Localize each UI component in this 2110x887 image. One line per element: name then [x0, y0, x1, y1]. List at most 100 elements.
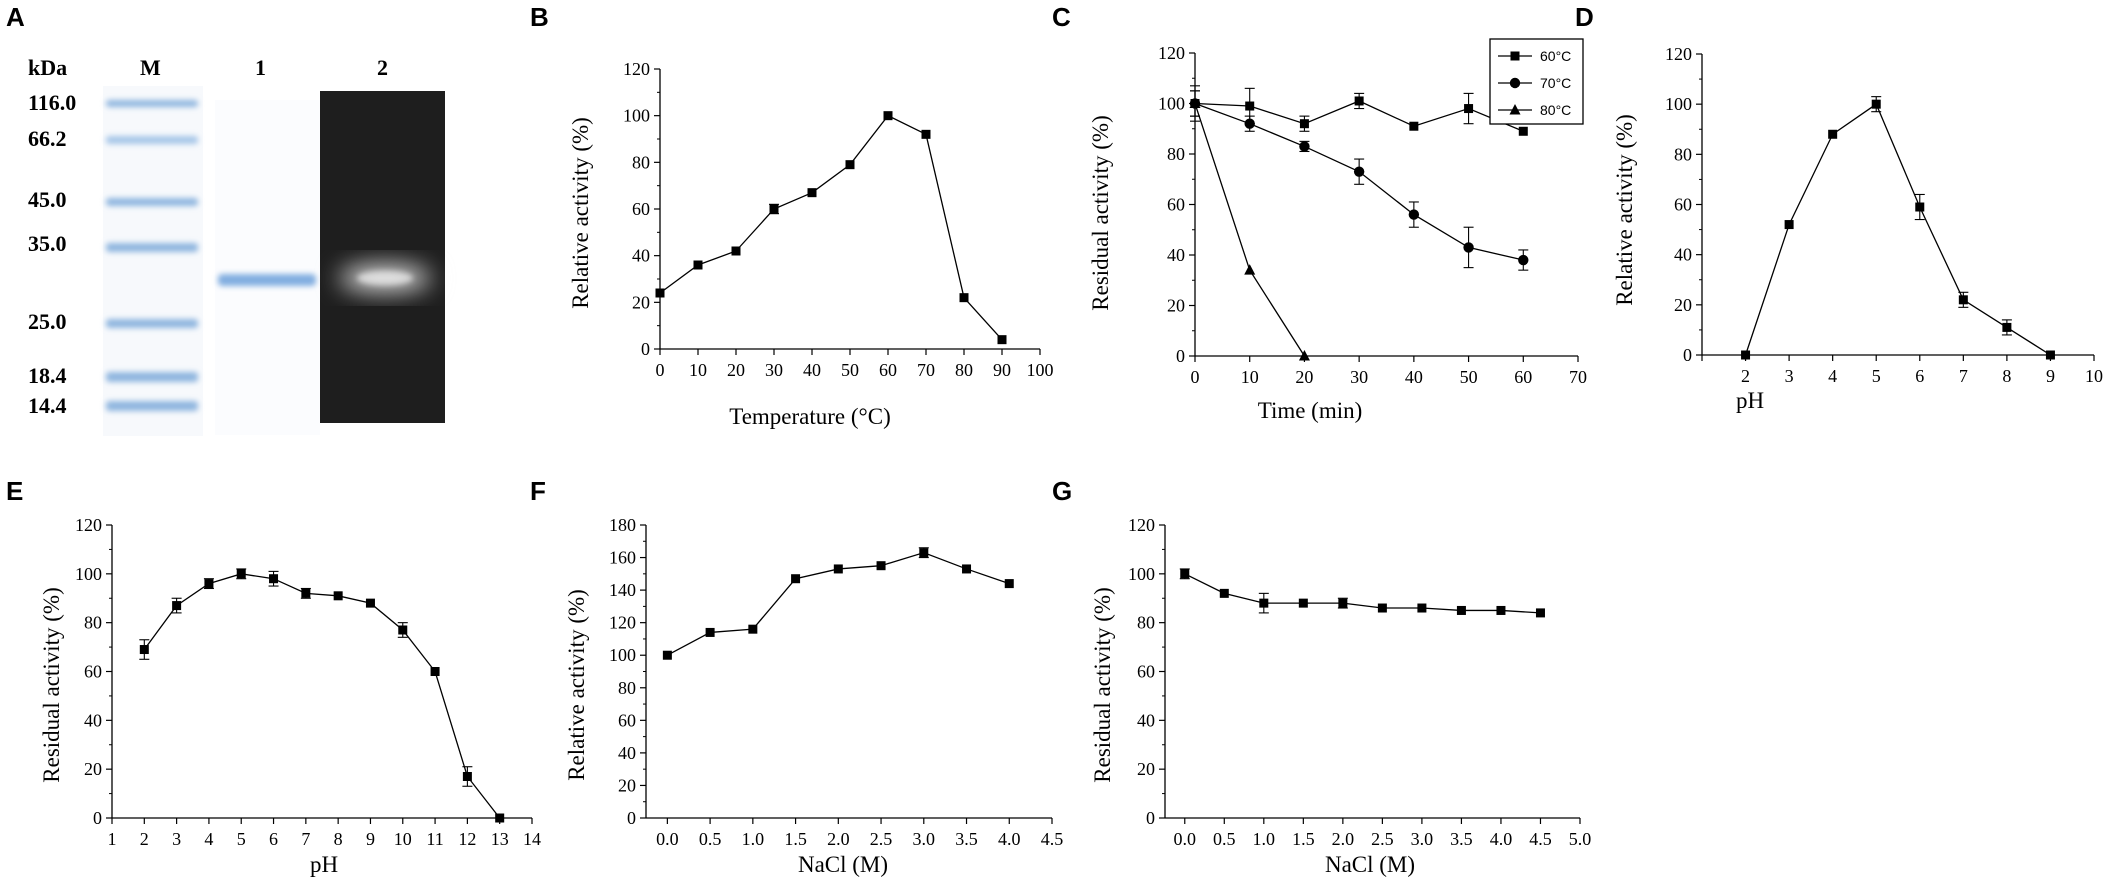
- x-tick-label: 7: [1959, 366, 1968, 386]
- gel-lane-label-m: M: [140, 55, 161, 80]
- x-tick-label: 5.0: [1569, 829, 1592, 849]
- y-tick-label: 180: [609, 515, 636, 535]
- x-tick-label: 30: [1350, 367, 1368, 387]
- x-tick-label: 1: [108, 829, 117, 849]
- chart-panel-b: Temperature (°C) Relative activity (%) 0…: [568, 59, 1054, 429]
- data-point: [959, 293, 969, 303]
- x-axis-label: Time (min): [1258, 398, 1363, 423]
- legend-label: 70°C: [1540, 75, 1571, 91]
- x-tick-label: 0.0: [656, 829, 679, 849]
- marker-band: [106, 401, 198, 411]
- panel-label-d: D: [1575, 2, 1594, 32]
- data-point: [791, 574, 801, 584]
- protein-band: [218, 274, 316, 286]
- marker-size-label: 35.0: [28, 231, 67, 256]
- data-point: [462, 771, 472, 781]
- data-point: [1244, 118, 1255, 129]
- y-tick-label: 80: [1674, 144, 1692, 164]
- data-point: [833, 564, 843, 574]
- y-axis-label: Relative activity (%): [568, 117, 593, 309]
- x-tick-label: 6: [269, 829, 278, 849]
- chart-panel-d: pH Relative activity (%) 0 20 40 60 80 100 120…: [1612, 44, 2103, 413]
- y-tick-label: 40: [84, 710, 102, 730]
- data-point: [236, 569, 246, 579]
- x-tick-label: 70: [1569, 367, 1587, 387]
- marker-size-label: 18.4: [28, 363, 67, 388]
- y-tick-label: 20: [1137, 759, 1155, 779]
- y-axis-label: Relative activity (%): [564, 589, 589, 781]
- y-tick-label: 40: [618, 743, 636, 763]
- marker-band: [106, 136, 198, 144]
- data-point: [1518, 254, 1529, 266]
- data-point: [1915, 202, 1925, 212]
- y-tick-label: 0: [1683, 345, 1692, 365]
- data-point: [495, 813, 505, 823]
- legend-marker: [1510, 51, 1520, 61]
- x-tick-label: 0: [1191, 367, 1200, 387]
- panel-label-a: A: [6, 2, 25, 32]
- y-tick-label: 80: [84, 613, 102, 633]
- data-point: [1496, 605, 1506, 615]
- y-tick-label: 60: [84, 662, 102, 682]
- x-tick-label: 12: [458, 829, 476, 849]
- x-tick-label: 20: [1295, 367, 1313, 387]
- x-tick-label: 4: [1828, 366, 1837, 386]
- x-tick-label: 2: [1741, 366, 1750, 386]
- data-point: [1958, 295, 1968, 305]
- x-tick-label: 14: [523, 829, 541, 849]
- x-tick-label: 3: [172, 829, 181, 849]
- y-tick-label: 60: [1137, 662, 1155, 682]
- y-tick-label: 40: [1674, 245, 1692, 265]
- data-point: [1464, 104, 1474, 114]
- marker-band: [106, 100, 198, 107]
- series-line: [1184, 573, 1541, 614]
- data-point: [301, 588, 311, 598]
- x-tick-label: 5: [1872, 366, 1881, 386]
- x-tick-label: 2.5: [1371, 829, 1394, 849]
- x-tick-label: 40: [803, 360, 821, 380]
- x-tick-label: 3.5: [1450, 829, 1473, 849]
- y-tick-label: 80: [1137, 613, 1155, 633]
- x-axis-label: NaCl (M): [1325, 852, 1415, 877]
- x-tick-label: 1.5: [1292, 829, 1315, 849]
- marker-size-label: 14.4: [28, 393, 67, 418]
- marker-size-label: 116.0: [28, 90, 76, 115]
- chart-panel-c: Time (min) Residual activity (%) 0 20 40 60…: [1088, 43, 1587, 423]
- x-tick-label: 4.0: [1490, 829, 1513, 849]
- data-point: [1338, 598, 1348, 608]
- data-point: [398, 625, 408, 635]
- marker-size-label: 25.0: [28, 309, 67, 334]
- x-tick-label: 2.0: [827, 829, 850, 849]
- y-tick-label: 80: [632, 152, 650, 172]
- data-point: [2002, 322, 2012, 332]
- x-tick-label: 10: [2085, 366, 2103, 386]
- data-point: [1353, 166, 1365, 177]
- y-tick-label: 0: [641, 339, 650, 359]
- data-point: [1004, 579, 1014, 589]
- y-tick-label: 80: [618, 678, 636, 698]
- chart-panel-f: NaCl (M) Relative activity (%) 0 20 40 60 80…: [564, 515, 1063, 877]
- x-tick-label: 13: [491, 829, 509, 849]
- data-point: [2045, 350, 2055, 360]
- x-tick-label: 70: [917, 360, 935, 380]
- data-point: [748, 624, 758, 634]
- data-point: [705, 627, 715, 637]
- data-point: [1535, 608, 1545, 618]
- y-tick-label: 60: [1167, 195, 1185, 215]
- y-tick-label: 120: [75, 515, 102, 535]
- data-point: [845, 160, 855, 170]
- x-tick-label: 2.5: [870, 829, 893, 849]
- x-tick-label: 0: [656, 360, 665, 380]
- y-tick-label: 140: [609, 580, 636, 600]
- data-point: [1180, 569, 1190, 579]
- series-line: [143, 573, 501, 819]
- x-tick-label: 40: [1405, 367, 1423, 387]
- x-tick-label: 90: [993, 360, 1011, 380]
- y-tick-label: 160: [609, 548, 636, 568]
- data-point: [1518, 126, 1528, 136]
- legend-label: 60°C: [1540, 48, 1571, 64]
- x-tick-label: 1.0: [742, 829, 765, 849]
- y-tick-label: 120: [1665, 44, 1692, 64]
- data-point: [1408, 209, 1420, 220]
